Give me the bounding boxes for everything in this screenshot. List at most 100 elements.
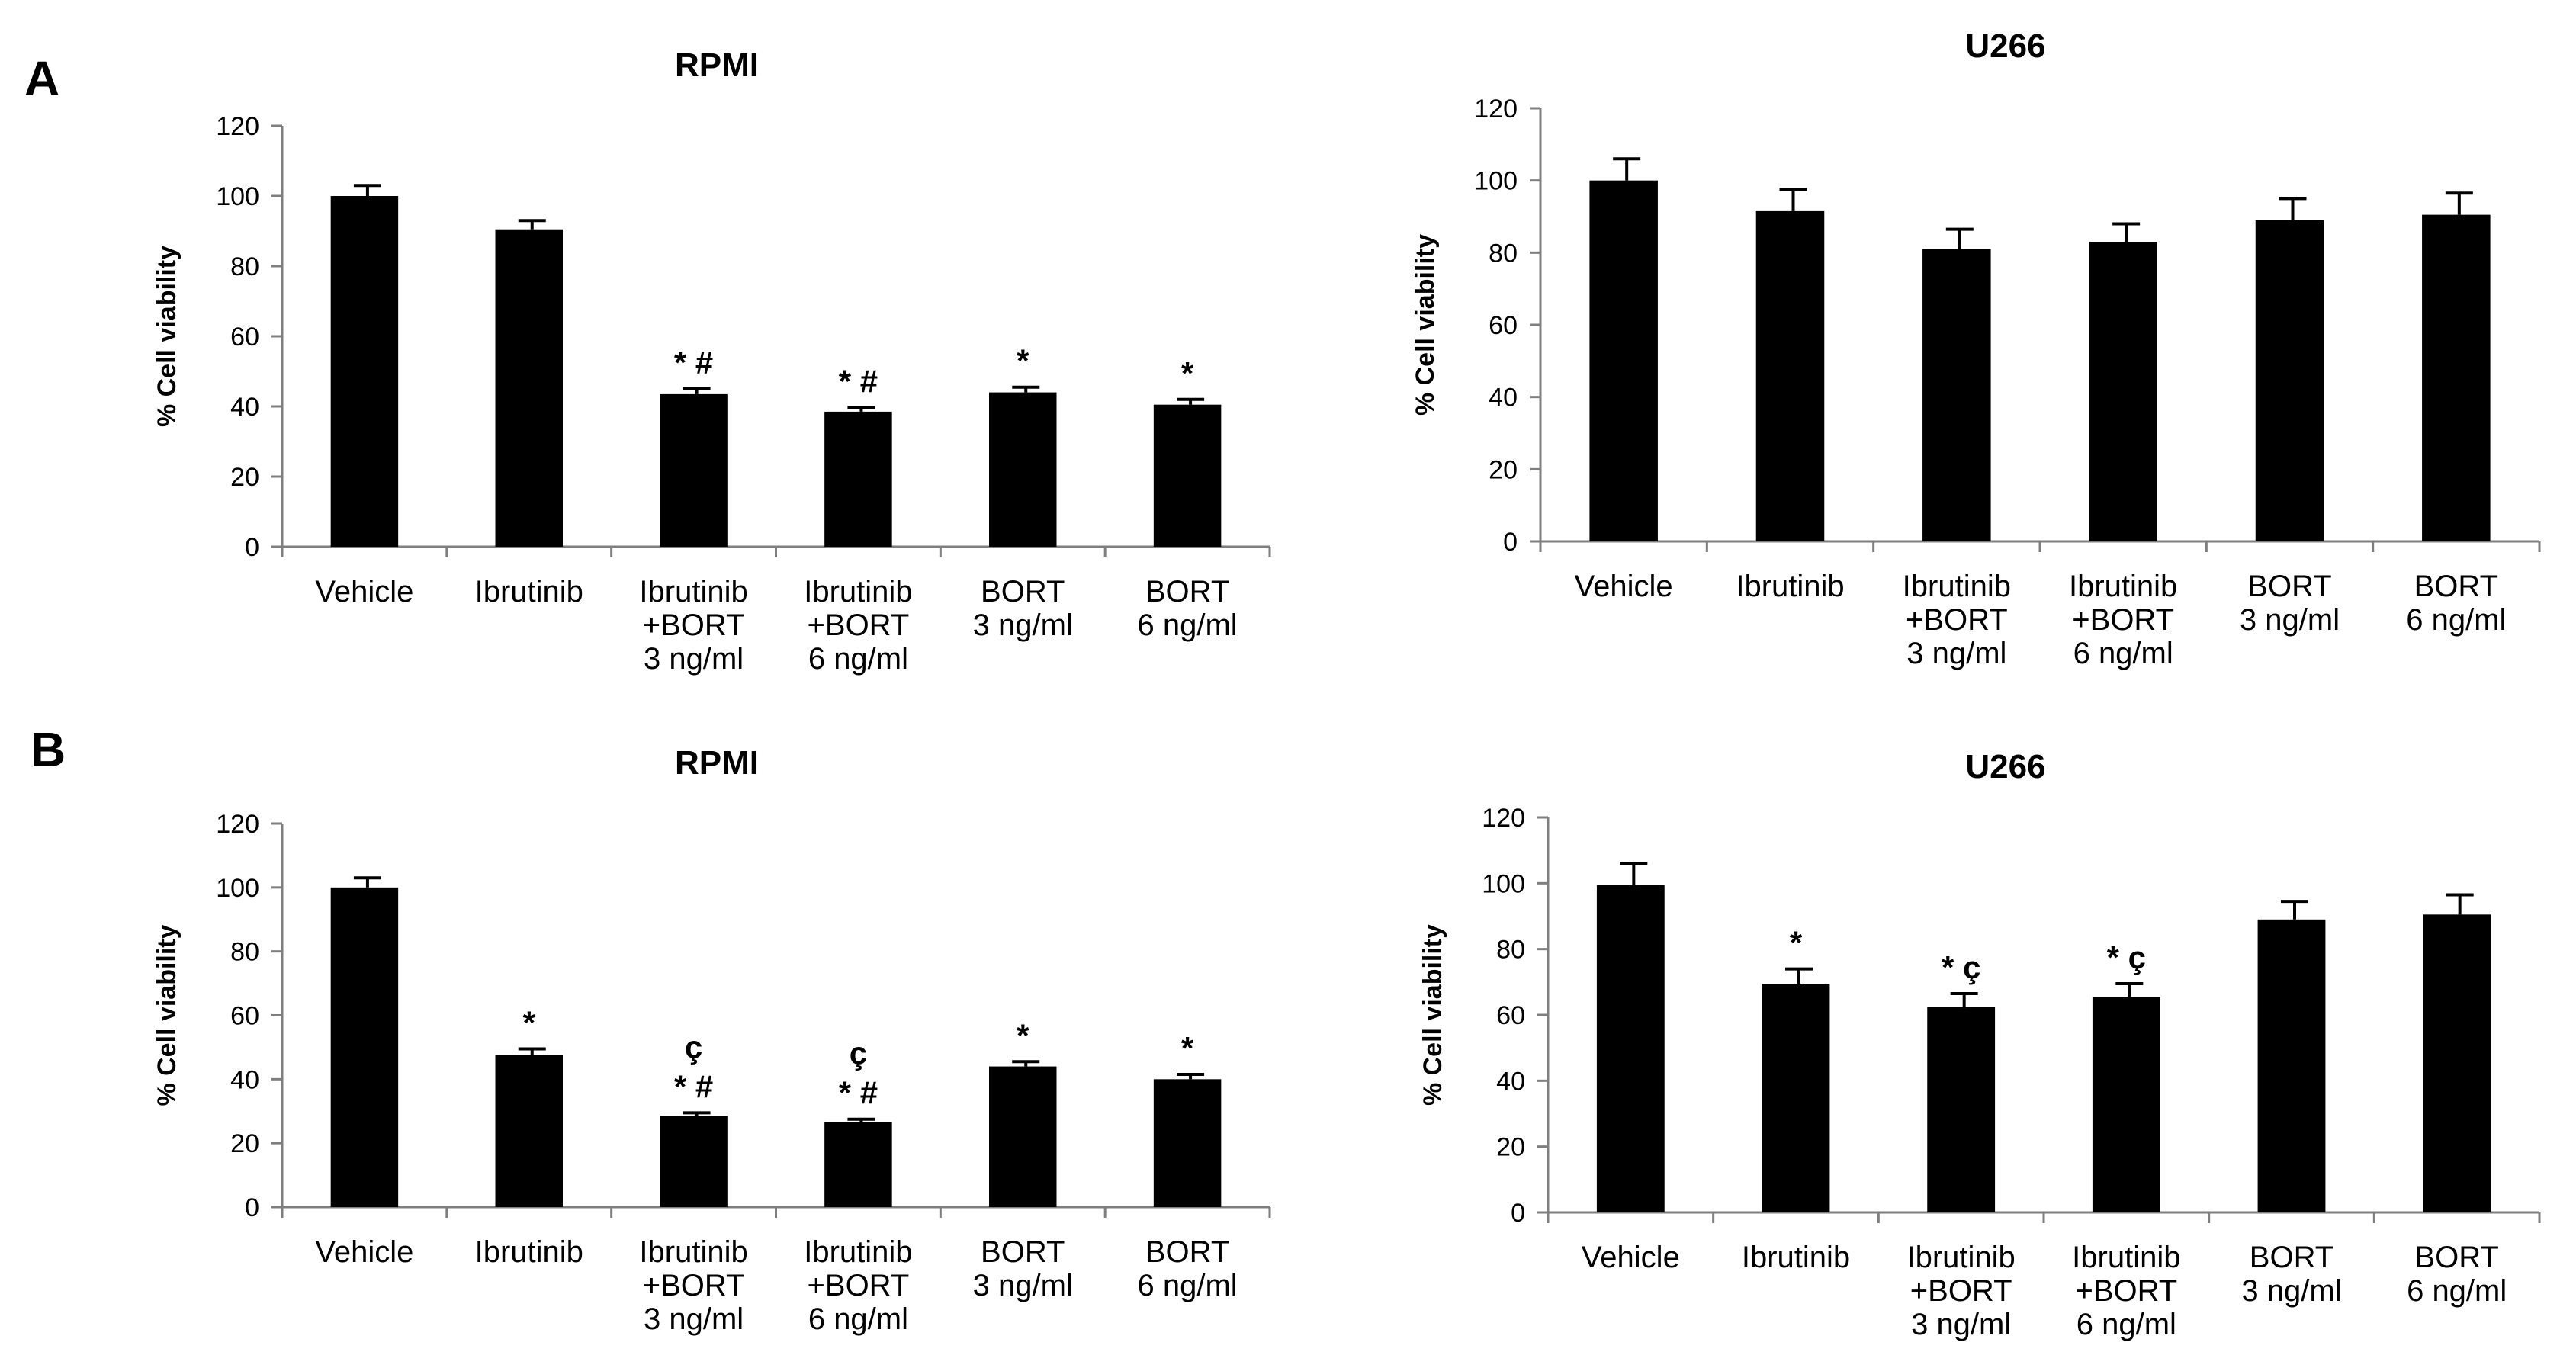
bar	[1755, 210, 1825, 541]
bar	[2089, 242, 2157, 541]
significance-label: ç	[850, 1036, 867, 1071]
category-label: Ibrutinib	[804, 575, 912, 609]
y-tick-label: 20	[1496, 1133, 1525, 1162]
y-tick-label: 40	[230, 1065, 259, 1094]
bar	[1596, 885, 1665, 1212]
category-label: 6 ng/ml	[808, 1302, 908, 1336]
category-label: 3 ng/ml	[1906, 637, 2006, 670]
y-tick-label: 120	[216, 112, 259, 141]
significance-label: *	[1181, 355, 1194, 391]
category-label: Vehicle	[1575, 570, 1673, 603]
chart-title: RPMI	[675, 744, 759, 782]
category-label: 3 ng/ml	[644, 1302, 744, 1336]
significance-label: *	[1181, 1030, 1194, 1066]
category-label: +BORT	[2075, 1274, 2177, 1308]
chart-b-rpmi: RPMI % Cell viability 0 20 40 60 80 100 120 Vehic…	[153, 744, 1271, 1336]
chart-title: U266	[1965, 27, 2045, 65]
y-tick-label: 0	[245, 533, 259, 562]
chart-title: RPMI	[675, 47, 759, 84]
category-label: Ibrutinib	[475, 575, 583, 609]
significance-label: *	[1017, 1017, 1029, 1053]
bar	[1153, 1079, 1222, 1207]
bar	[2257, 919, 2326, 1212]
significance-label: * #	[839, 363, 878, 399]
bar	[1589, 180, 1658, 541]
bar	[495, 1055, 563, 1207]
y-tick-label: 0	[1503, 528, 1518, 557]
y-axis-label: % Cell viability	[1411, 234, 1440, 416]
category-label: Ibrutinib	[1903, 570, 2011, 603]
category-label: 3 ng/ml	[644, 642, 744, 676]
y-tick-label: 100	[216, 874, 259, 903]
category-label: 6 ng/ml	[808, 642, 908, 676]
category-label: +BORT	[808, 609, 910, 642]
chart-b-u266: U266 % Cell viability 0 20 40 60 80 100 120 Vehic…	[1418, 748, 2541, 1341]
category-label: Vehicle	[1582, 1241, 1680, 1274]
panel-label-a: A	[24, 51, 59, 106]
y-tick-label: 100	[1482, 869, 1525, 898]
y-axis-label: % Cell viability	[1418, 924, 1447, 1106]
category-label: BORT	[2247, 570, 2331, 603]
category-label: +BORT	[1910, 1274, 2012, 1308]
bar	[495, 229, 563, 547]
significance-label: *	[1790, 925, 1803, 961]
y-tick-label: 120	[216, 810, 259, 839]
bar	[1153, 404, 1222, 547]
significance-label: * #	[674, 1068, 713, 1104]
bar	[1927, 1007, 1996, 1212]
category-label: 3 ng/ml	[973, 1269, 1073, 1302]
y-tick-label: 60	[1496, 1001, 1525, 1030]
significance-label: *	[1017, 343, 1029, 379]
category-label: BORT	[2250, 1241, 2333, 1274]
category-label: 6 ng/ml	[2077, 1308, 2176, 1341]
significance-label: ç	[685, 1029, 702, 1065]
chart-a-u266: U266 % Cell viability 0 20 40 60 80 100 120 Vehic…	[1411, 27, 2541, 670]
y-tick-label: 60	[1489, 311, 1518, 340]
significance-label: *	[523, 1005, 536, 1041]
category-label: 6 ng/ml	[2407, 1274, 2507, 1308]
significance-label: * ç	[2107, 939, 2146, 975]
y-tick-label: 100	[1474, 167, 1518, 196]
category-label: 6 ng/ml	[1137, 1269, 1237, 1302]
category-label: +BORT	[643, 609, 745, 642]
category-label: Ibrutinib	[2072, 1241, 2180, 1274]
y-tick-label: 80	[230, 252, 259, 281]
category-label: 3 ng/ml	[2240, 603, 2340, 637]
bar	[824, 1122, 892, 1207]
bar	[660, 1116, 728, 1207]
bar	[989, 1066, 1057, 1207]
category-label: Ibrutinib	[1907, 1241, 2016, 1274]
significance-label: * #	[839, 1075, 878, 1111]
significance-label: * #	[674, 345, 713, 381]
category-label: 3 ng/ml	[973, 609, 1073, 642]
y-tick-label: 60	[230, 1002, 259, 1031]
category-label: Vehicle	[315, 1235, 413, 1269]
y-tick-label: 120	[1474, 95, 1518, 124]
bar	[1762, 983, 1830, 1212]
panel-label-b: B	[31, 722, 66, 777]
y-tick-label: 20	[230, 1129, 259, 1158]
chart-a-rpmi: RPMI % Cell viability 0 20 40 60 80 100 120 Vehic…	[153, 47, 1271, 676]
bar	[2423, 914, 2491, 1212]
bar	[2255, 220, 2324, 541]
y-tick-label: 120	[1482, 804, 1525, 833]
significance-label: * ç	[1942, 949, 1980, 985]
category-label: Ibrutinib	[475, 1235, 583, 1269]
category-label: Ibrutinib	[639, 575, 747, 609]
y-tick-label: 80	[1489, 239, 1518, 268]
category-label: +BORT	[2072, 603, 2174, 637]
y-tick-label: 0	[1511, 1199, 1525, 1228]
y-tick-label: 40	[1489, 384, 1518, 413]
category-label: Ibrutinib	[1742, 1241, 1850, 1274]
category-label: BORT	[1145, 575, 1229, 609]
category-label: 3 ng/ml	[2241, 1274, 2341, 1308]
chart-title: U266	[1965, 748, 2045, 785]
bar	[330, 887, 399, 1207]
y-tick-label: 20	[230, 463, 259, 492]
category-label: +BORT	[643, 1269, 745, 1302]
y-tick-label: 100	[216, 182, 259, 211]
bar	[824, 411, 892, 547]
category-label: +BORT	[1906, 603, 2008, 637]
category-label: Ibrutinib	[2069, 570, 2177, 603]
